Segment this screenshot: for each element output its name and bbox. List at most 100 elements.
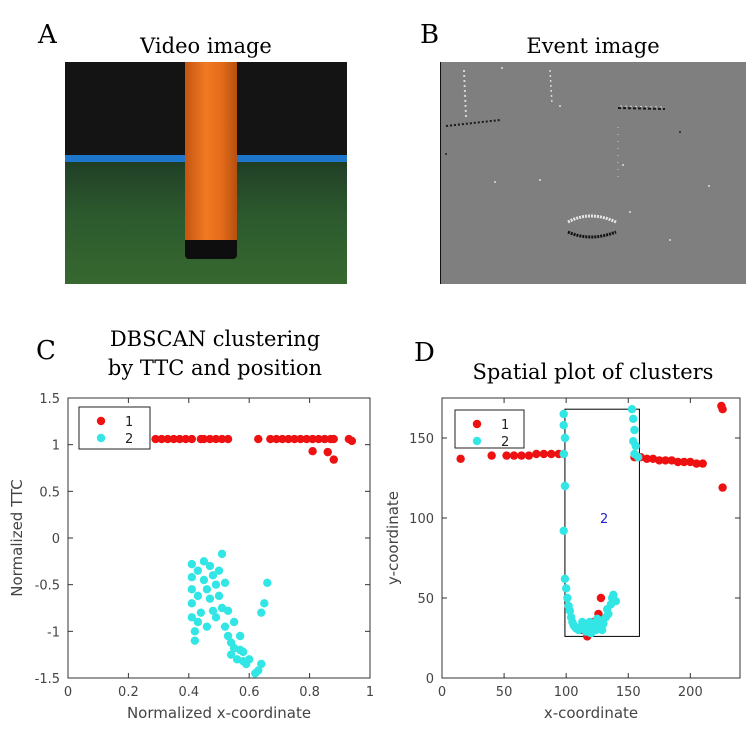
y-tick-label: -1 <box>47 625 60 640</box>
data-point-series-2 <box>187 613 197 622</box>
legend-label-2: 2 <box>501 435 509 450</box>
data-point-series-2 <box>599 619 608 628</box>
data-point-series-2 <box>193 566 203 575</box>
video-orange-pole <box>185 62 237 242</box>
x-axis-label: x-coordinate <box>544 704 638 722</box>
chart-d: 0 50 100 150 200 0 50 100 150 x-coordinate y-coord… <box>384 397 741 722</box>
event-image-dots <box>440 62 710 284</box>
data-point-series-1 <box>532 449 541 459</box>
data-point-series-2 <box>187 599 197 608</box>
legend-box <box>78 406 151 450</box>
data-point-series-1 <box>692 459 701 468</box>
data-point-series-2 <box>563 593 572 603</box>
x-tick-label: 0.2 <box>118 685 139 700</box>
data-point-series-2 <box>609 590 618 599</box>
x-tick-label: 150 <box>616 685 641 700</box>
data-point-series-2 <box>223 606 233 615</box>
data-point-series-2 <box>217 549 227 559</box>
x-tick-label: 0 <box>64 685 72 700</box>
data-point-series-2 <box>214 566 224 575</box>
data-point-series-1 <box>272 434 281 444</box>
data-point-series-2 <box>190 627 200 636</box>
data-point-series-2 <box>223 631 233 641</box>
data-point-series-2 <box>560 574 570 583</box>
data-point-series-1 <box>547 449 556 459</box>
legend-marker-2 <box>96 433 106 443</box>
data-point-series-2 <box>196 608 206 617</box>
data-point-series-2 <box>226 650 236 659</box>
data-point-series-1 <box>517 451 526 460</box>
data-point-series-1 <box>302 434 311 444</box>
data-point-series-2 <box>214 591 224 601</box>
panel-a-title: Video image <box>140 34 272 58</box>
data-point-series-1 <box>524 451 534 460</box>
data-point-series-1 <box>456 454 465 463</box>
data-point-series-2 <box>199 557 209 566</box>
data-point-series-2 <box>199 575 209 585</box>
data-point-series-2 <box>193 591 203 601</box>
data-point-series-2 <box>604 609 613 619</box>
data-point-series-1 <box>539 449 549 459</box>
x-tick-label: 200 <box>678 685 703 700</box>
video-pole-base <box>185 240 237 259</box>
y-tick-label: 0.5 <box>39 485 60 500</box>
y-tick-label: 50 <box>417 592 434 607</box>
data-point-series-2 <box>559 526 568 535</box>
data-point-series-2 <box>187 559 197 569</box>
data-point-series-2 <box>208 606 218 615</box>
data-point-series-1 <box>199 434 209 444</box>
legend-marker-2 <box>472 436 482 446</box>
data-point-series-1 <box>181 434 190 444</box>
data-point-series-2 <box>187 573 197 582</box>
data-point-series-1 <box>296 434 305 444</box>
video-image <box>65 62 347 284</box>
x-tick-label: 0.8 <box>299 685 320 700</box>
data-point-series-2 <box>193 617 203 627</box>
data-point-series-1 <box>329 455 338 464</box>
panel-a-letter: A <box>38 20 57 50</box>
panel-c-title-line2: by TTC and position <box>107 356 323 380</box>
data-point-series-2 <box>633 453 643 462</box>
data-point-series-1 <box>487 451 496 460</box>
legend-label-2: 2 <box>125 432 133 447</box>
data-point-series-2 <box>187 585 197 594</box>
legend-label-1: 1 <box>501 418 509 433</box>
data-point-series-1 <box>679 457 689 467</box>
chart-c: 0 0.2 0.4 0.6 0.8 1 -1.5 -1 -0.5 0 0.5 1 1.5 Normaliz… <box>8 392 374 722</box>
data-point-series-2 <box>630 425 639 435</box>
legend-label-1: 1 <box>125 415 133 430</box>
legend-marker-1 <box>472 419 482 429</box>
cluster-bounding-box <box>564 408 640 637</box>
panel-d-letter: D <box>414 338 435 368</box>
data-point-series-2 <box>257 608 266 617</box>
data-point-series-1 <box>596 593 606 603</box>
data-point-series-1 <box>308 447 317 456</box>
panel-c-title-line1: DBSCAN clustering <box>109 327 321 351</box>
data-point-series-2 <box>205 594 215 603</box>
data-point-series-2 <box>561 584 571 593</box>
data-point-series-1 <box>290 434 299 444</box>
data-point-series-1 <box>284 434 293 444</box>
y-axis-label: Normalized TTC <box>8 479 26 597</box>
x-axis-label: Normalized x-coordinate <box>127 704 311 722</box>
x-tick-label: 1 <box>366 685 374 700</box>
data-point-series-2 <box>627 405 637 414</box>
data-point-series-1 <box>661 456 670 465</box>
data-point-series-1 <box>211 434 221 444</box>
data-point-series-2 <box>202 622 212 631</box>
data-point-series-2 <box>235 631 245 641</box>
data-point-series-1 <box>163 434 172 444</box>
data-point-series-1 <box>329 434 338 444</box>
data-point-series-1 <box>223 434 233 444</box>
data-point-series-1 <box>673 457 683 467</box>
data-point-series-1 <box>217 434 227 444</box>
y-tick-label: 100 <box>409 512 434 527</box>
data-point-series-1 <box>169 434 178 444</box>
data-point-series-2 <box>631 441 640 451</box>
data-point-series-1 <box>323 447 332 457</box>
cluster-annotation: 2 <box>600 512 608 527</box>
data-point-series-2 <box>202 585 212 594</box>
y-tick-label: -1.5 <box>35 672 60 687</box>
data-point-series-2 <box>565 606 575 615</box>
